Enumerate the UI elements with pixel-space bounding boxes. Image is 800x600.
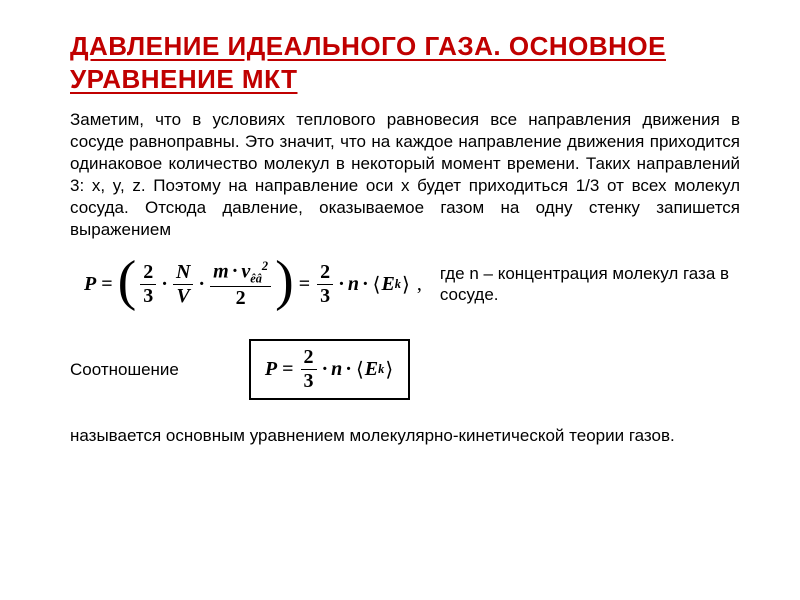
relation-row: Соотношение P = 2 3 · n · ⟨Ek⟩ (70, 339, 740, 400)
den-3: 3 (317, 285, 333, 307)
sym-n: n (331, 358, 342, 381)
num-N: N (173, 262, 193, 285)
sym-E: E (365, 358, 378, 381)
sym-v: v (241, 260, 250, 282)
frac-N-V: N V (173, 262, 193, 307)
sym-E: E (381, 273, 394, 296)
angle-left-icon: ⟨ (355, 357, 365, 382)
frac-2-3c: 2 3 (301, 347, 317, 392)
slide: ДАВЛЕНИЕ ИДЕАЛЬНОГО ГАЗА. ОСНОВНОЕ УРАВН… (0, 0, 800, 600)
den-2: 2 (233, 287, 249, 309)
sym-eq: = (277, 358, 298, 381)
sym-n: n (348, 273, 359, 296)
sym-m: m (213, 260, 229, 282)
dot-icon: · (359, 273, 372, 296)
equation-row-1: P = ( 2 3 · N V · (84, 260, 740, 310)
dot-icon: · (342, 358, 355, 381)
angle-right-icon: ⟩ (401, 272, 411, 297)
paren-group: ( 2 3 · N V · m·vêâ2 (118, 260, 294, 310)
den-V: V (174, 285, 193, 307)
num-2: 2 (301, 347, 317, 370)
sup-2: 2 (262, 259, 268, 273)
sym-eq: = (96, 273, 117, 296)
angle-left-icon: ⟨ (372, 272, 382, 297)
frac-mv2-2: m·vêâ2 2 (210, 260, 271, 310)
den-3: 3 (301, 370, 317, 392)
angle-right-icon: ⟩ (384, 357, 394, 382)
equation-note: где n – концентрация молекул газа в сосу… (440, 263, 730, 306)
equation-1: P = ( 2 3 · N V · (84, 260, 422, 310)
intro-paragraph: Заметим, что в условиях теплового равнов… (70, 109, 740, 242)
comma: , (411, 273, 422, 296)
slide-title: ДАВЛЕНИЕ ИДЕАЛЬНОГО ГАЗА. ОСНОВНОЕ УРАВН… (70, 30, 740, 95)
footer-text: называется основным уравнением молекуляр… (70, 426, 740, 446)
sym-P: P (265, 358, 277, 381)
frac-2-3: 2 3 (140, 262, 156, 307)
frac-2-3b: 2 3 (317, 262, 333, 307)
sym-eq: = (294, 273, 315, 296)
sub-kv: êâ (250, 271, 262, 285)
dot-icon: · (229, 260, 242, 282)
equation-2: P = 2 3 · n · ⟨Ek⟩ (265, 347, 394, 392)
dot-icon: · (319, 358, 332, 381)
num-2: 2 (140, 262, 156, 285)
right-paren-icon: ) (275, 258, 294, 308)
dot-icon: · (335, 273, 348, 296)
relation-label: Соотношение (70, 360, 179, 380)
dot-icon: · (158, 273, 171, 296)
den-3: 3 (140, 285, 156, 307)
boxed-equation: P = 2 3 · n · ⟨Ek⟩ (249, 339, 410, 400)
num-2: 2 (317, 262, 333, 285)
num-mv2: m·vêâ2 (210, 260, 271, 288)
dot-icon: · (195, 273, 208, 296)
left-paren-icon: ( (118, 258, 137, 308)
sym-P: P (84, 273, 96, 296)
